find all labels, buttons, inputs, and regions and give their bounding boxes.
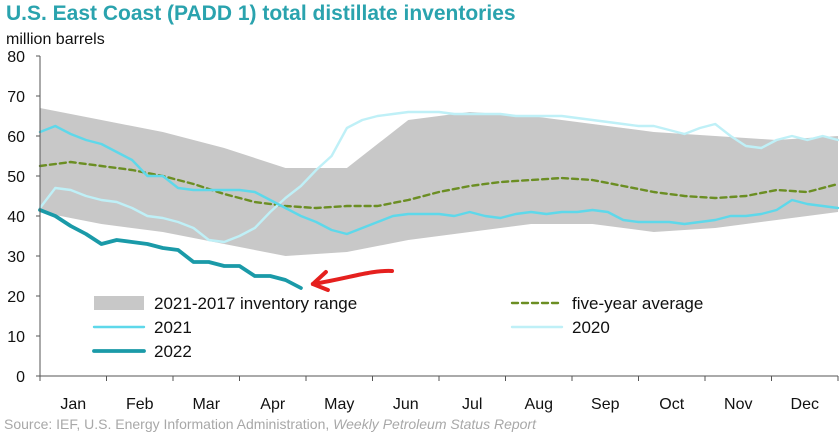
series-2021-2017-inventory-range bbox=[40, 108, 838, 256]
source-prefix: Source: IEF, U.S. Energy Information Adm… bbox=[4, 416, 330, 432]
legend-label-2021: 2021 bbox=[154, 318, 192, 337]
legend-swatch-2021-2017-inventory-range bbox=[94, 296, 144, 310]
y-tick-label-30: 30 bbox=[7, 249, 25, 266]
x-tick-label-sep: Sep bbox=[591, 396, 620, 413]
legend-label-five-year-average: five-year average bbox=[572, 294, 703, 313]
annotation-layer bbox=[310, 268, 394, 292]
y-tick-label-80: 80 bbox=[7, 49, 25, 66]
legend-item-five-year-average: five-year average bbox=[510, 294, 703, 313]
x-tick-label-jan: Jan bbox=[60, 396, 86, 413]
x-tick-label-aug: Aug bbox=[525, 396, 553, 413]
y-tick-label-50: 50 bbox=[7, 169, 25, 186]
legend-item-2021: 2021 bbox=[92, 318, 192, 337]
legend-item-2021-2017-inventory-range: 2021-2017 inventory range bbox=[94, 294, 357, 313]
y-tick-label-0: 0 bbox=[16, 369, 25, 386]
x-tick-label-jun: Jun bbox=[393, 396, 419, 413]
annotation-arrow-shaft bbox=[310, 268, 394, 286]
x-tick-label-nov: Nov bbox=[724, 396, 752, 413]
x-tick-label-mar: Mar bbox=[192, 396, 220, 413]
legend-label-2021-2017-inventory-range: 2021-2017 inventory range bbox=[154, 294, 357, 313]
y-tick-label-20: 20 bbox=[7, 289, 25, 306]
series-five-year-average bbox=[38, 160, 840, 210]
series-2021 bbox=[38, 124, 840, 236]
legend-label-2020: 2020 bbox=[572, 318, 610, 337]
legend-label-2022: 2022 bbox=[154, 342, 192, 361]
chart-title: U.S. East Coast (PADD 1) total distillat… bbox=[6, 2, 516, 25]
y-tick-label-60: 60 bbox=[7, 129, 25, 146]
y-tick-label-40: 40 bbox=[7, 209, 25, 226]
x-tick-label-apr: Apr bbox=[260, 396, 286, 413]
series-layer bbox=[38, 110, 840, 290]
legend-item-2020: 2020 bbox=[510, 318, 610, 337]
annotation-arrow-head bbox=[310, 270, 330, 292]
axes-layer: 0 10 20 30 40 50 60 70 80 Jan Feb Mar Apr May Jun Jul Au… bbox=[7, 49, 839, 413]
range-band-layer bbox=[40, 108, 838, 256]
series-2020 bbox=[38, 110, 840, 244]
x-tick-label-feb: Feb bbox=[126, 396, 154, 413]
y-tick-label-70: 70 bbox=[7, 89, 25, 106]
source-note: Source: IEF, U.S. Energy Information Adm… bbox=[4, 416, 536, 432]
y-axis-unit-label: million barrels bbox=[6, 31, 105, 48]
x-tick-label-jul: Jul bbox=[462, 396, 482, 413]
x-tick-label-oct: Oct bbox=[659, 396, 684, 413]
y-tick-label-10: 10 bbox=[7, 329, 25, 346]
x-tick-label-dec: Dec bbox=[791, 396, 819, 413]
source-publication: Weekly Petroleum Status Report bbox=[333, 416, 536, 432]
x-tick-label-may: May bbox=[324, 396, 354, 413]
legend-item-2022: 2022 bbox=[92, 342, 192, 361]
series-2022 bbox=[38, 208, 303, 290]
legend: 2021-2017 inventory range five-year avera… bbox=[92, 294, 703, 361]
